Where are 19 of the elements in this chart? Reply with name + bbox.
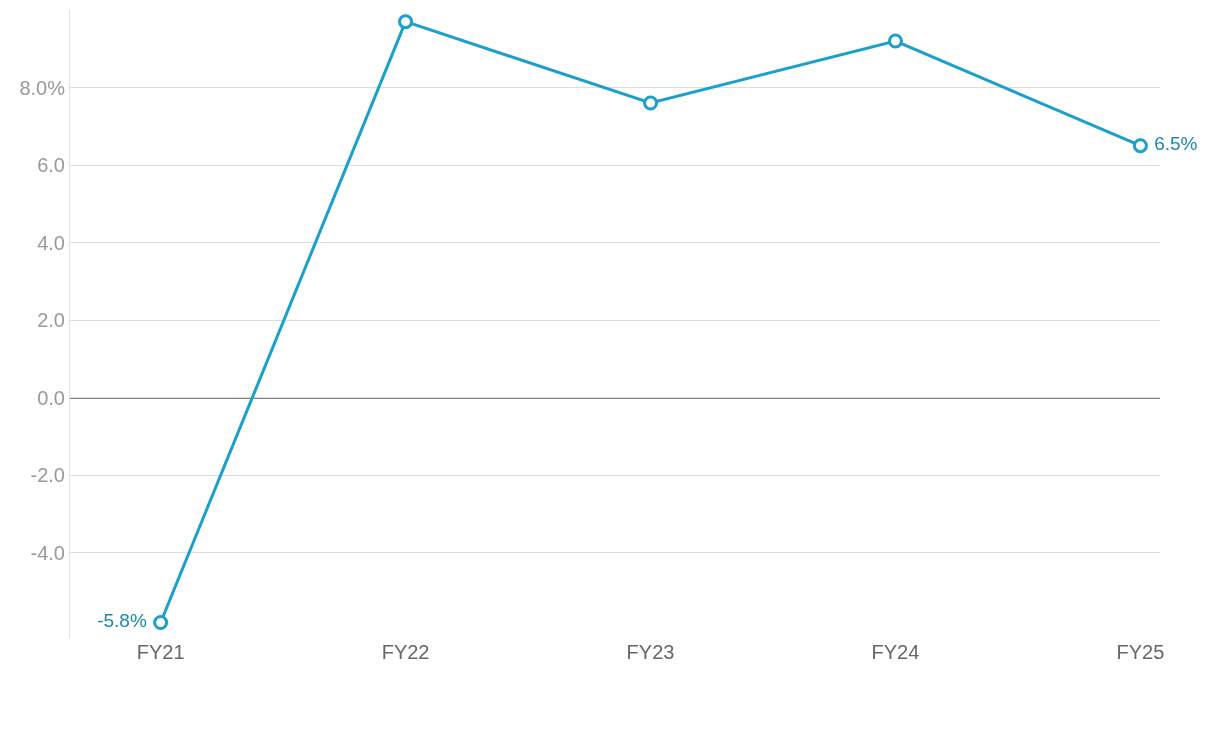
y-tick-label: 4.0 [37,231,65,254]
x-tick-label: FY25 [1116,641,1165,663]
data-label: -5.8% [91,610,153,632]
y-tick-label: -2.0 [30,464,65,487]
point [643,95,659,111]
y-tick-label: 2.0 [37,309,65,332]
point [398,14,414,30]
x-tick-label: FY24 [871,641,920,663]
y-tick-label: 6.0 [37,154,65,177]
point [153,614,169,630]
point [887,33,903,49]
point [1132,138,1148,154]
y-tick-label: -4.0 [30,541,65,564]
x-tick-label: FY21 [136,641,185,663]
data-label: 6.5% [1148,133,1203,155]
x-tick-label: FY23 [626,641,675,663]
y-tick-label: 8.0% [19,76,66,99]
x-tick-label: FY22 [381,641,430,663]
y-tick-label: 0.0 [37,386,65,409]
